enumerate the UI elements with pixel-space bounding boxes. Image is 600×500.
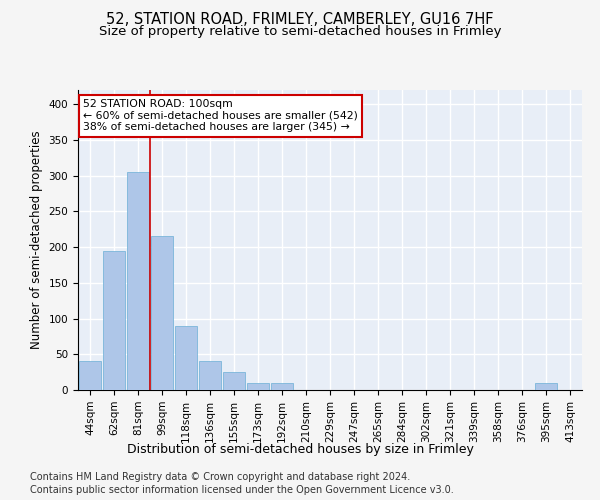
Bar [103,250,125,390]
Text: 52 STATION ROAD: 100sqm
← 60% of semi-detached houses are smaller (542)
38% of s: 52 STATION ROAD: 100sqm ← 60% of semi-de… [83,99,358,132]
Text: Size of property relative to semi-detached houses in Frimley: Size of property relative to semi-detach… [99,25,501,38]
Bar [247,383,269,390]
Bar [151,236,173,390]
Bar [175,326,197,390]
Text: Contains public sector information licensed under the Open Government Licence v3: Contains public sector information licen… [30,485,454,495]
Bar [79,362,101,390]
Y-axis label: Number of semi-detached properties: Number of semi-detached properties [30,130,43,350]
Bar [199,362,221,390]
Text: 52, STATION ROAD, FRIMLEY, CAMBERLEY, GU16 7HF: 52, STATION ROAD, FRIMLEY, CAMBERLEY, GU… [106,12,494,28]
Bar [271,383,293,390]
Bar [127,172,149,390]
Text: Distribution of semi-detached houses by size in Frimley: Distribution of semi-detached houses by … [127,442,473,456]
Bar [223,372,245,390]
Bar [535,383,557,390]
Text: Contains HM Land Registry data © Crown copyright and database right 2024.: Contains HM Land Registry data © Crown c… [30,472,410,482]
